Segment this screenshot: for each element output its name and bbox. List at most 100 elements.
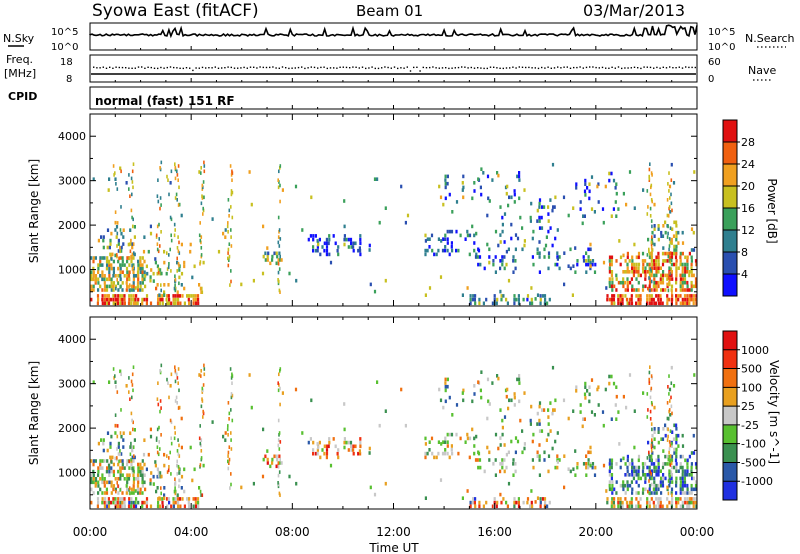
velocity-cell xyxy=(694,500,698,505)
velocity-cell xyxy=(126,459,129,463)
velocity-cell xyxy=(141,484,144,488)
velocity-cell xyxy=(646,415,649,419)
power-cell xyxy=(661,273,665,278)
power-cell xyxy=(194,297,197,302)
power-cell xyxy=(587,255,590,259)
velocity-cell xyxy=(250,405,253,410)
power-cell xyxy=(114,210,117,214)
velocity-cell xyxy=(325,451,329,456)
velocity-cell xyxy=(675,497,678,501)
velocity-cell xyxy=(602,423,605,428)
power-cell xyxy=(107,301,111,306)
velocity-cell xyxy=(686,504,689,509)
power-cell xyxy=(90,288,93,292)
power-cell xyxy=(128,263,131,267)
power-cell xyxy=(116,221,119,225)
power-cell xyxy=(279,199,281,204)
nave-dot xyxy=(502,67,504,70)
power-cell xyxy=(657,224,660,228)
power-cell xyxy=(132,277,135,282)
power-cell xyxy=(649,288,651,293)
velocity-cell xyxy=(602,463,606,468)
velocity-cell xyxy=(278,431,281,435)
power-cell xyxy=(279,183,281,188)
velocity-cell xyxy=(174,497,177,501)
power-cell xyxy=(179,301,182,306)
velocity-cell xyxy=(442,405,445,410)
power-cell xyxy=(312,248,315,253)
power-cell xyxy=(650,288,653,292)
nave-dots xyxy=(93,66,696,72)
power-cell xyxy=(666,277,669,281)
velocity-cell xyxy=(681,476,684,481)
power-cell xyxy=(650,269,652,273)
power-cell xyxy=(539,301,542,306)
velocity-cell xyxy=(514,436,518,440)
power-cell xyxy=(517,301,521,306)
power-cell xyxy=(536,208,539,213)
power-cell xyxy=(660,230,663,235)
power-cell xyxy=(139,259,142,264)
power-cell xyxy=(695,284,698,289)
power-cell xyxy=(482,301,485,306)
power-cell xyxy=(501,222,504,227)
power-cell xyxy=(352,241,355,246)
velocity-cell xyxy=(128,376,130,380)
power-cell xyxy=(655,288,658,292)
velocity-cell xyxy=(667,479,670,483)
velocity-cell xyxy=(681,504,685,509)
power-cell xyxy=(669,251,672,255)
velocity-cell xyxy=(538,418,541,423)
power-cell xyxy=(576,262,579,267)
velocity-cell xyxy=(183,467,186,472)
velocity-cell xyxy=(231,418,234,423)
velocity-cell xyxy=(626,487,629,492)
velocity-cell xyxy=(126,487,129,492)
velocity-cell xyxy=(173,489,176,494)
power-cell xyxy=(642,262,645,267)
power-cell xyxy=(446,174,449,179)
velocity-cell xyxy=(633,465,636,470)
power-cell xyxy=(648,301,651,306)
velocity-cell xyxy=(117,484,119,489)
power-cell xyxy=(500,297,503,302)
power-cell xyxy=(167,283,170,287)
velocity-cell xyxy=(648,454,651,459)
velocity-colorbar-tick-label: -25 xyxy=(741,419,759,432)
power-cell xyxy=(650,254,653,259)
power-cell xyxy=(632,273,635,278)
power-cell xyxy=(541,294,545,298)
velocity-cell xyxy=(103,491,107,495)
velocity-cell xyxy=(667,427,669,432)
velocity-cell xyxy=(572,409,575,413)
nave-dot xyxy=(265,66,268,69)
velocity-cell xyxy=(619,497,622,501)
velocity-cell xyxy=(152,474,155,479)
power-cell xyxy=(653,262,656,267)
velocity-cell xyxy=(126,480,129,485)
velocity-cell xyxy=(675,491,678,495)
velocity-cell xyxy=(473,451,476,456)
power-cell xyxy=(662,270,665,274)
power-cell xyxy=(128,277,131,282)
velocity-cell xyxy=(612,500,615,505)
velocity-cell xyxy=(150,471,153,475)
power-cell xyxy=(119,294,122,298)
velocity-cell xyxy=(137,477,140,481)
velocity-cell xyxy=(583,417,586,421)
velocity-cell xyxy=(343,445,346,450)
velocity-cell xyxy=(174,379,177,384)
velocity-cell xyxy=(177,367,180,371)
velocity-cell xyxy=(621,504,624,509)
velocity-cell xyxy=(675,451,678,455)
power-cell xyxy=(657,266,660,270)
power-cell xyxy=(176,269,178,273)
power-cell xyxy=(526,294,530,298)
velocity-cell xyxy=(97,480,100,485)
velocity-cell xyxy=(472,497,475,501)
velocity-cell xyxy=(167,468,170,473)
power-cell xyxy=(167,265,170,270)
velocity-cell xyxy=(617,500,620,505)
power-cell xyxy=(677,294,680,298)
velocity-cell xyxy=(114,413,117,417)
